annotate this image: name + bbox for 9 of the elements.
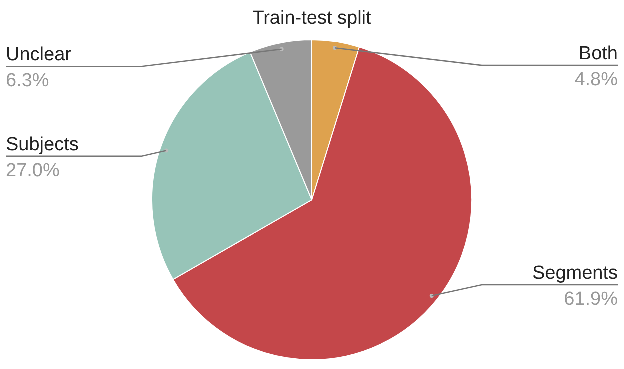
data-label: 27.0% (6, 160, 60, 182)
slice-label: Unclear (6, 44, 72, 66)
slice-label: Segments (532, 263, 618, 284)
data-label: 61.9% (564, 289, 618, 310)
slice-label: Both (578, 44, 618, 65)
data-label: 6.3% (6, 70, 50, 92)
data-label: 4.8% (574, 70, 618, 91)
chart-title: Train-test split (252, 8, 372, 29)
slice-label: Subjects (6, 134, 79, 156)
